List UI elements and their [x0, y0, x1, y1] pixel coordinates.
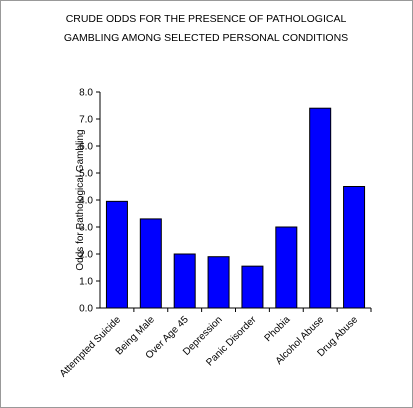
bar [309, 107, 332, 309]
y-tick-label: 4.0 [79, 196, 93, 207]
y-tick-label: 3.0 [79, 223, 93, 234]
bar [241, 265, 264, 309]
y-tick-label: 8.0 [79, 88, 93, 99]
bar [275, 226, 298, 309]
y-tick-label: 7.0 [79, 115, 93, 126]
chart-title: CRUDE ODDS FOR THE PRESENCE OF PATHOLOGI… [66, 13, 347, 25]
y-tick-label: 1.0 [79, 277, 93, 288]
bar [343, 186, 366, 309]
bar [139, 218, 162, 309]
y-tick-label: 2.0 [79, 250, 93, 261]
y-tick-label: 0.0 [79, 304, 93, 315]
chart-title: GAMBLING AMONG SELECTED PERSONAL CONDITI… [64, 32, 348, 44]
y-tick-label: 5.0 [79, 169, 93, 180]
bar [173, 253, 196, 309]
bar [207, 256, 230, 309]
y-tick-label: 6.0 [79, 142, 93, 153]
bar [105, 200, 128, 309]
y-axis-label: Odds for Pathological Gambling [75, 129, 86, 270]
